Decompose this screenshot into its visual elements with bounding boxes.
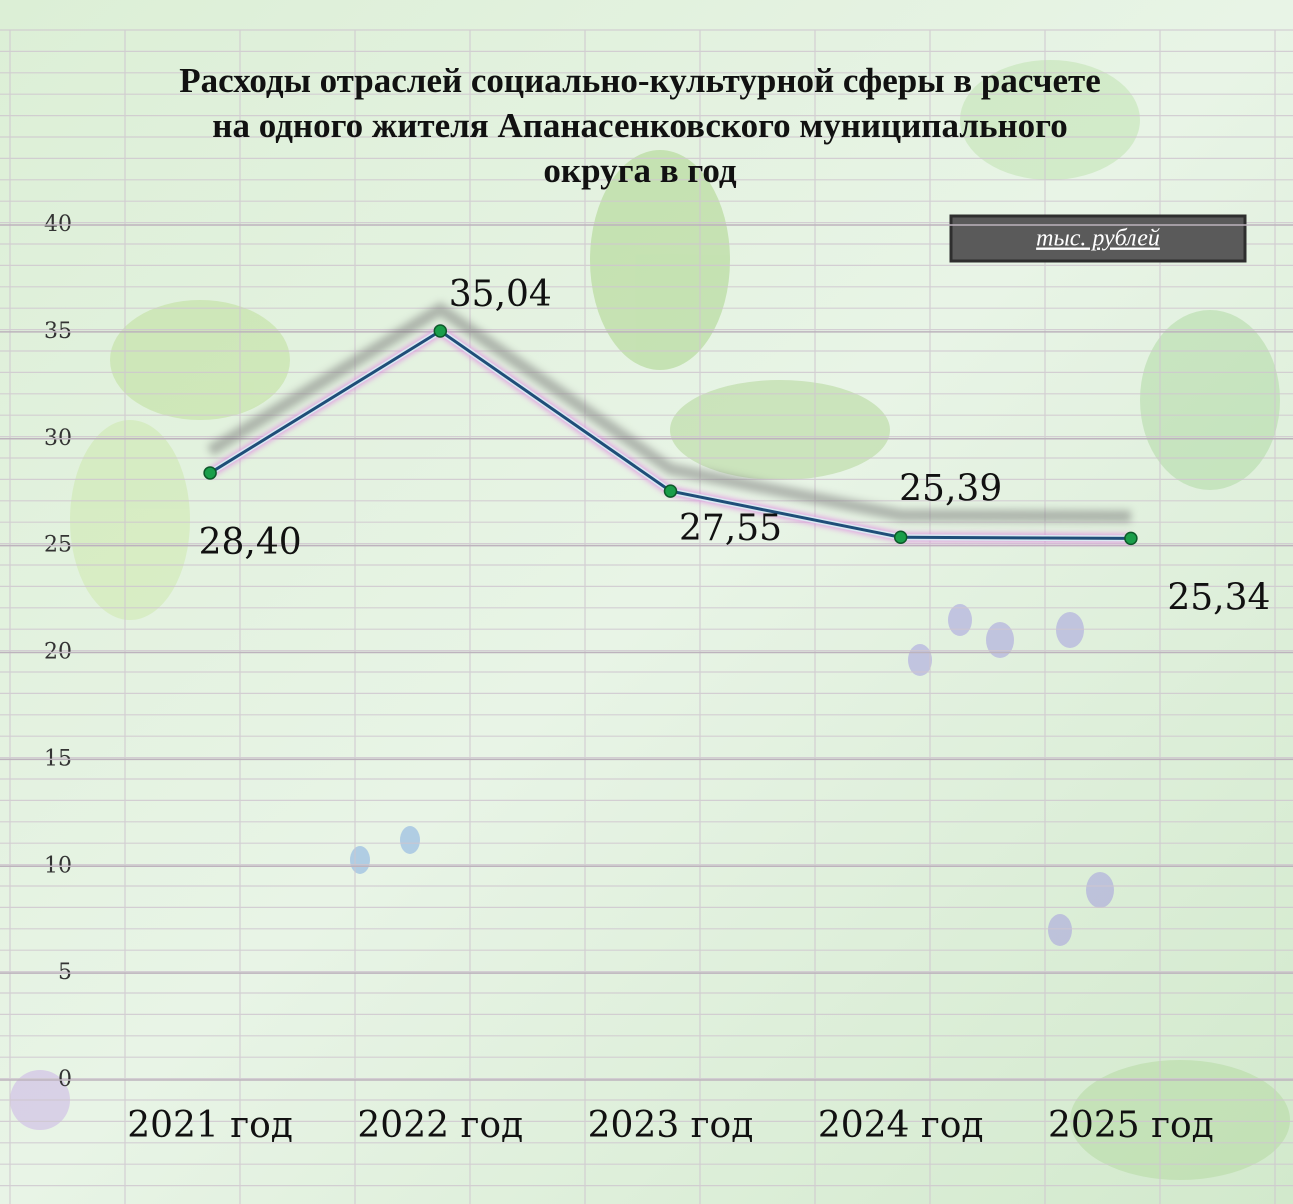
value-label: 35,04 — [449, 274, 552, 315]
x-tick-label: 2025 год — [1048, 1105, 1214, 1146]
unit-label: тыс. рублей — [1036, 226, 1160, 252]
x-tick-label: 2023 год — [588, 1105, 754, 1146]
value-label: 27,55 — [679, 508, 782, 549]
marker — [204, 467, 216, 479]
value-label: 25,34 — [1167, 577, 1270, 618]
x-tick-label: 2021 год — [127, 1105, 293, 1146]
marker — [1125, 532, 1137, 544]
marker — [665, 485, 677, 497]
value-label: 25,39 — [899, 468, 1002, 509]
marker — [434, 325, 446, 337]
x-tick-label: 2024 год — [818, 1105, 984, 1146]
value-label: 28,40 — [199, 522, 302, 563]
page: тыс. рублей 05101520253035402021 год2022… — [0, 0, 1293, 1204]
chart-title: Расходы отраслей социально-культурной сф… — [170, 58, 1110, 193]
x-tick-label: 2022 год — [357, 1105, 523, 1146]
marker — [895, 531, 907, 543]
